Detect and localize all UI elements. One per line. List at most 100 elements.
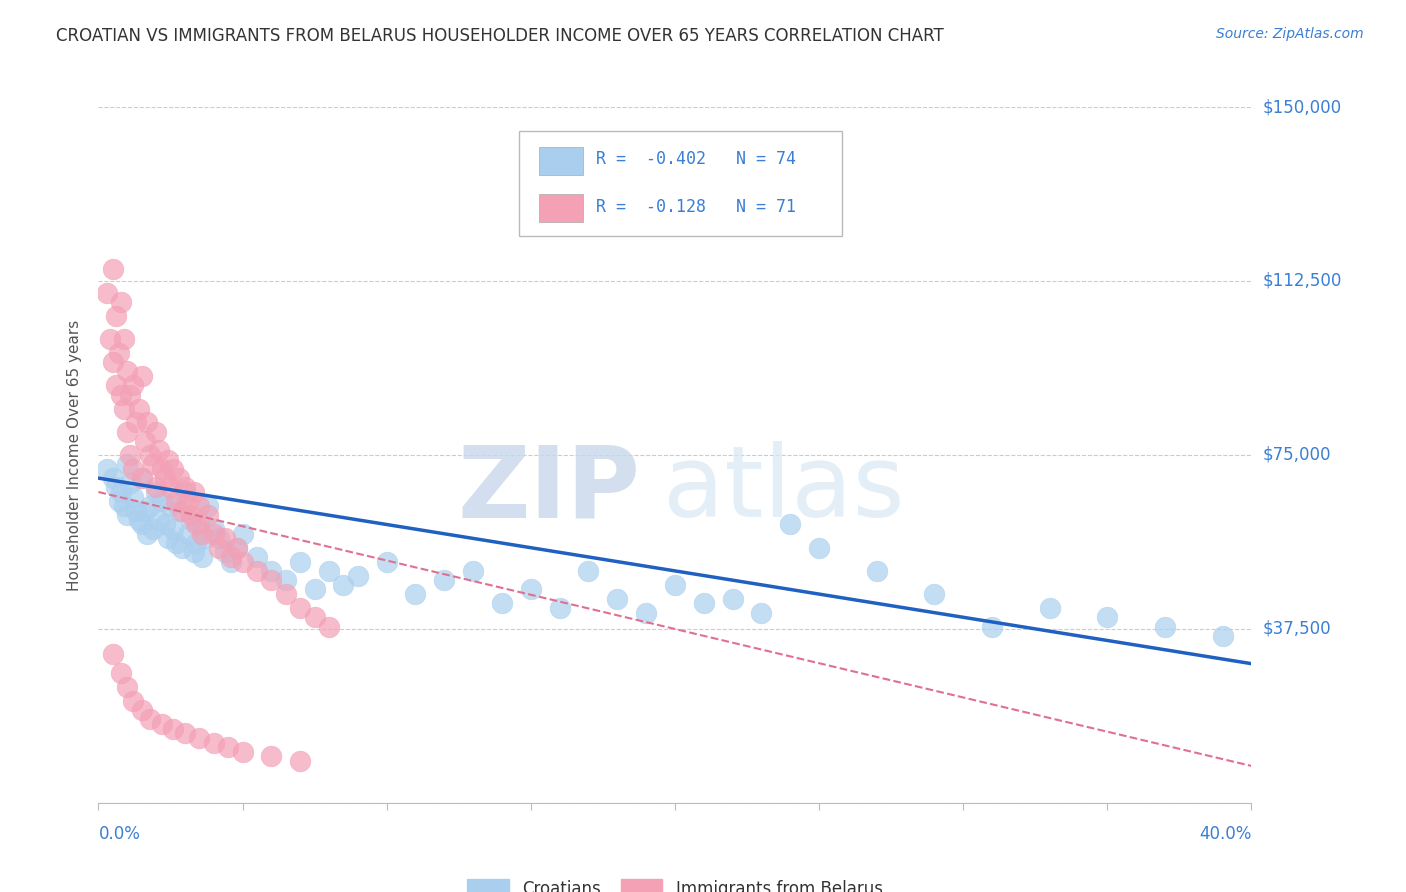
Point [145, 480, 167, 494]
Point [101, 355, 124, 369]
Text: $150,000: $150,000 [1263, 98, 1341, 116]
Point [107, 346, 129, 360]
Point [112, 332, 135, 346]
Point [107, 494, 129, 508]
Point [180, 513, 202, 527]
Point [290, 601, 312, 615]
Point [177, 494, 200, 508]
Point [197, 508, 219, 523]
Point [922, 587, 945, 601]
Text: 0.0%: 0.0% [98, 825, 141, 843]
Point [139, 448, 162, 462]
Point [112, 499, 135, 513]
Point [332, 578, 354, 592]
FancyBboxPatch shape [538, 194, 582, 222]
Point [139, 712, 162, 726]
Point [405, 587, 427, 601]
Point [194, 532, 217, 546]
Point [167, 471, 190, 485]
Point [246, 564, 269, 578]
Point [202, 735, 225, 749]
Point [145, 425, 167, 439]
Point [101, 471, 124, 485]
Point [606, 591, 628, 606]
Point [188, 517, 211, 532]
Point [148, 513, 170, 527]
Point [461, 564, 484, 578]
Point [304, 582, 326, 597]
Point [98, 332, 121, 346]
Point [191, 549, 214, 564]
Point [134, 503, 156, 517]
Point [156, 452, 179, 467]
Point [170, 541, 193, 555]
Point [165, 536, 187, 550]
Point [214, 545, 236, 559]
Point [981, 619, 1004, 633]
Point [125, 503, 148, 517]
Text: $112,500: $112,500 [1263, 272, 1341, 290]
Point [202, 526, 225, 541]
Point [208, 541, 231, 555]
Point [120, 475, 142, 490]
Point [125, 416, 148, 430]
Point [136, 416, 159, 430]
Point [208, 532, 231, 546]
Point [318, 619, 340, 633]
Point [1212, 629, 1234, 643]
Point [162, 522, 184, 536]
Point [231, 745, 254, 759]
Point [117, 508, 138, 523]
Point [636, 606, 658, 620]
Point [128, 513, 150, 527]
Point [231, 526, 254, 541]
Point [112, 401, 135, 416]
Point [191, 526, 214, 541]
Text: 40.0%: 40.0% [1199, 825, 1251, 843]
Point [274, 587, 297, 601]
Point [219, 549, 242, 564]
Legend: Croatians, Immigrants from Belarus: Croatians, Immigrants from Belarus [460, 872, 890, 892]
Point [183, 485, 205, 500]
Point [110, 387, 132, 401]
Point [807, 541, 830, 555]
Point [142, 522, 165, 536]
Point [120, 387, 142, 401]
Point [156, 532, 179, 546]
Point [721, 591, 744, 606]
Text: $75,000: $75,000 [1263, 446, 1331, 464]
Text: R =  -0.128   N = 71: R = -0.128 N = 71 [596, 197, 796, 216]
Point [122, 694, 145, 708]
Point [122, 378, 145, 392]
Y-axis label: Householder Income Over 65 years: Householder Income Over 65 years [67, 319, 83, 591]
Point [520, 582, 543, 597]
Point [578, 564, 600, 578]
Point [145, 485, 167, 500]
Point [136, 526, 159, 541]
Point [104, 480, 127, 494]
Point [186, 536, 208, 550]
Point [148, 443, 170, 458]
Point [693, 596, 716, 610]
Point [159, 499, 181, 513]
Point [131, 471, 153, 485]
Point [866, 564, 889, 578]
Point [170, 503, 193, 517]
Point [1153, 619, 1175, 633]
Point [188, 731, 211, 745]
Point [104, 309, 127, 323]
Point [104, 378, 127, 392]
Point [751, 606, 773, 620]
Point [162, 722, 184, 736]
Point [153, 517, 176, 532]
Point [433, 573, 456, 587]
Point [139, 499, 162, 513]
Point [131, 517, 153, 532]
Point [150, 462, 173, 476]
Point [246, 549, 269, 564]
Point [375, 555, 398, 569]
Point [122, 462, 145, 476]
Point [174, 485, 197, 500]
Point [231, 555, 254, 569]
Point [548, 601, 571, 615]
